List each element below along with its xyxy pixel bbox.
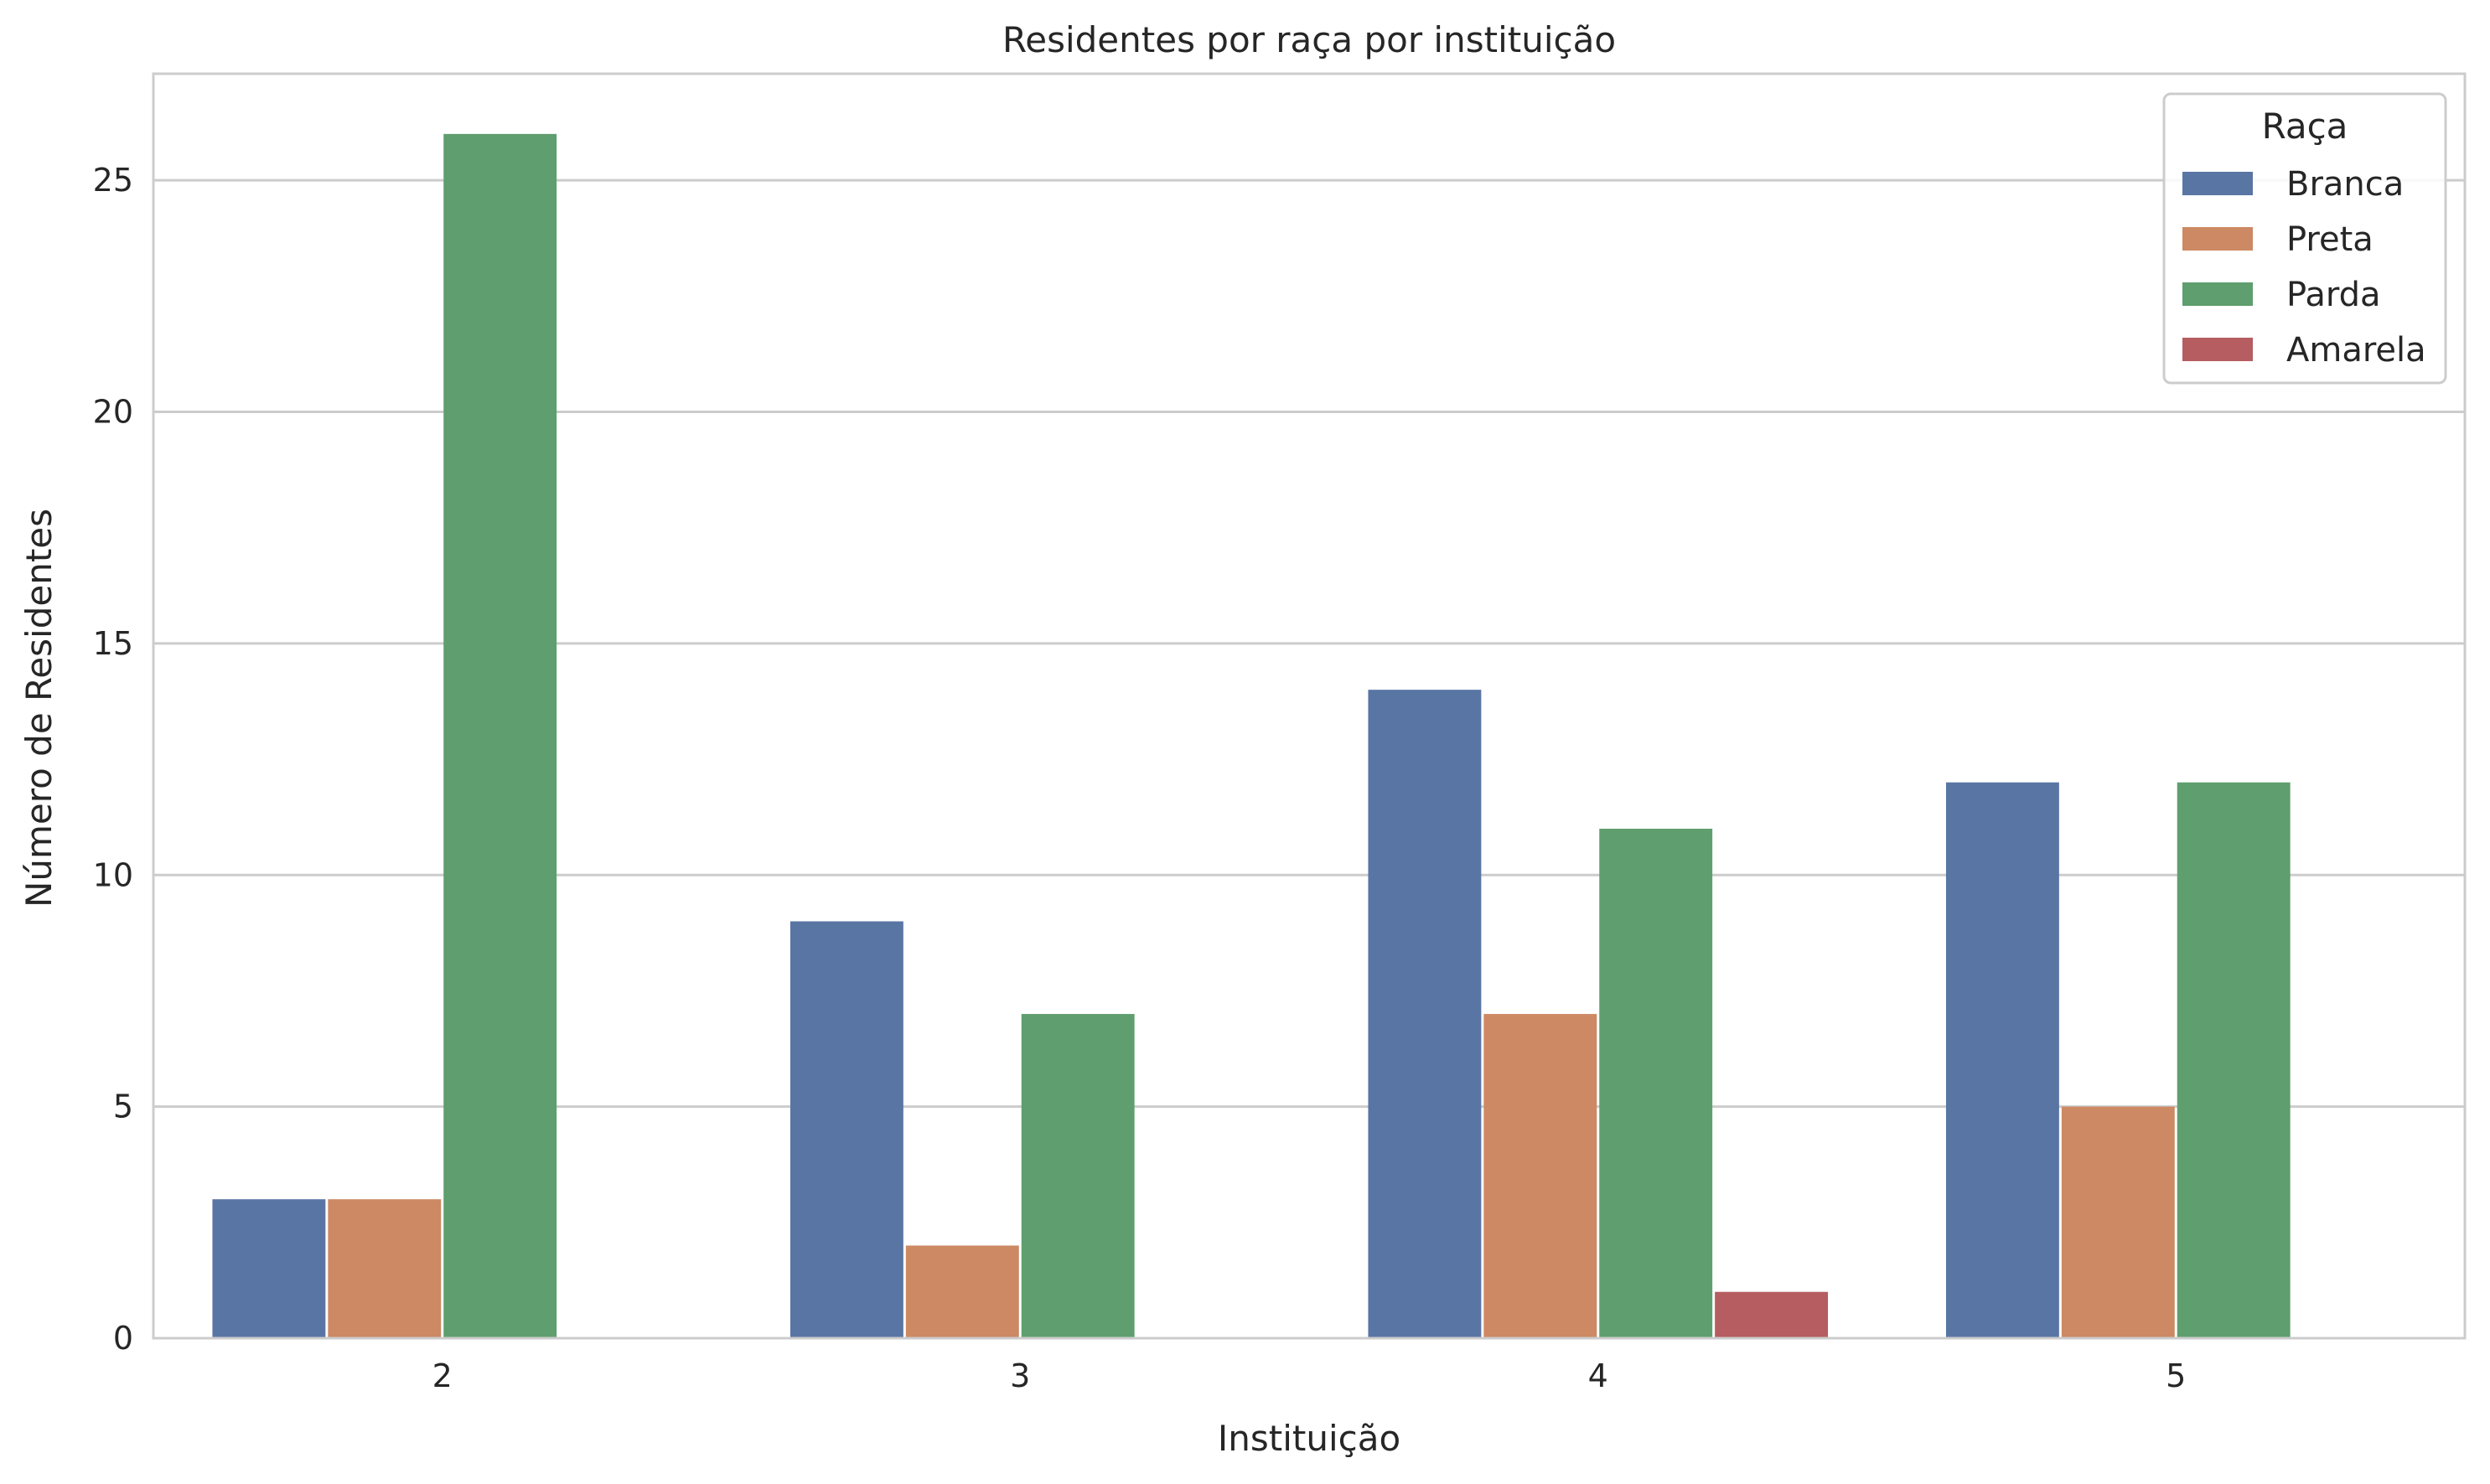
legend-label-amarela: Amarela <box>2286 331 2426 370</box>
bar-branca-4 <box>1368 690 1482 1338</box>
legend: Raça Branca Preta Parda Amarela <box>2162 92 2447 385</box>
x-tick-label: 2 <box>432 1357 453 1394</box>
chart-title: Residentes por raça por instituição <box>1002 19 1616 60</box>
legend-label-parda: Parda <box>2286 276 2380 314</box>
x-tick-label: 4 <box>1588 1357 1608 1394</box>
bar-preta-4 <box>1483 1014 1597 1338</box>
bar-parda-5 <box>2177 782 2291 1338</box>
x-axis-label: Instituição <box>1218 1418 1400 1459</box>
legend-swatch-amarela <box>2182 338 2253 361</box>
bar-branca-3 <box>789 921 903 1338</box>
y-tick-label: 20 <box>93 394 133 431</box>
bar-parda-4 <box>1599 828 1713 1338</box>
legend-swatch-preta <box>2182 227 2253 251</box>
y-tick-label: 0 <box>113 1320 133 1357</box>
legend-title: Raça <box>2262 106 2348 147</box>
bar-branca-5 <box>1945 782 2059 1338</box>
y-tick-label: 10 <box>93 856 133 893</box>
x-tick-label: 3 <box>1010 1357 1030 1394</box>
bar-parda-3 <box>1021 1014 1135 1338</box>
legend-label-branca: Branca <box>2286 165 2404 204</box>
y-tick-label: 5 <box>113 1088 133 1125</box>
bars <box>212 133 2291 1338</box>
y-tick-labels: 0 5 10 15 20 25 <box>93 162 133 1357</box>
bar-preta-3 <box>905 1245 1019 1338</box>
legend-swatch-parda <box>2182 282 2253 306</box>
bar-amarela-4 <box>1715 1291 1829 1338</box>
y-axis-label: Número de Residentes <box>18 509 60 907</box>
bar-preta-2 <box>328 1199 442 1338</box>
y-tick-label: 15 <box>93 625 133 662</box>
x-tick-label: 5 <box>2166 1357 2186 1394</box>
y-tick-label: 25 <box>93 162 133 199</box>
bar-parda-2 <box>443 133 557 1338</box>
bar-preta-5 <box>2061 1106 2175 1338</box>
legend-swatch-branca <box>2182 172 2253 195</box>
legend-box <box>2162 92 2447 385</box>
x-tick-labels: 2 3 4 5 <box>432 1357 2187 1394</box>
bar-branca-2 <box>212 1199 326 1338</box>
legend-label-preta: Preta <box>2286 220 2374 259</box>
plot-frame <box>152 72 2467 1340</box>
